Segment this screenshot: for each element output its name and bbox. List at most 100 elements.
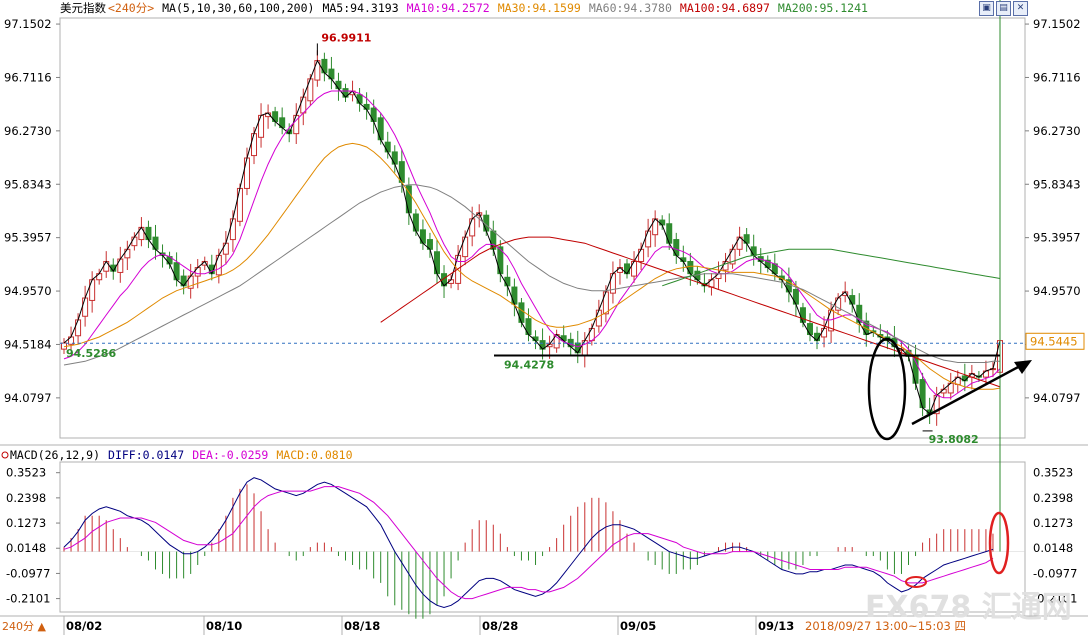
candle-body	[391, 151, 398, 165]
date-label: 09/13	[758, 619, 794, 633]
price-axis: 97.1502 97.1502 96.7116 96.7116 96.2730 96.27…	[4, 17, 1081, 405]
candle-body	[750, 246, 757, 256]
close-icon[interactable]: ✕	[1013, 1, 1028, 16]
candle-body	[229, 218, 236, 241]
price-label-left: 96.2730	[4, 124, 52, 138]
tile-icon[interactable]: ▤	[996, 1, 1011, 16]
candle-body	[806, 323, 813, 336]
ma5-line	[63, 59, 1001, 415]
candle-body	[222, 242, 229, 255]
macd-dea: DEA:-0.0259	[192, 448, 269, 462]
ma60-line	[63, 184, 1000, 366]
price-label-left: 94.0797	[4, 391, 52, 405]
macd-label-right: 0.1273	[1033, 516, 1073, 530]
ma-value-ma200: MA200:95.1241	[777, 1, 868, 15]
candle-body	[215, 254, 222, 276]
date-label: 08/18	[344, 619, 380, 633]
macd-label-left: 0.0148	[6, 541, 46, 555]
price-label-right: 95.3957	[1033, 231, 1081, 245]
current-price-box	[1025, 332, 1085, 350]
macd-histogram	[60, 0, 1025, 619]
start-price-label: 94.5286	[66, 347, 116, 360]
ma-value-ma5: MA5:94.3193	[322, 1, 399, 15]
price-label-right: 95.8343	[1033, 177, 1081, 191]
price-label-left: 94.9570	[4, 284, 52, 298]
date-label: 08/10	[206, 619, 242, 633]
annotations: 94.5286 96.9911 94.4278 93.8082 94.5445	[1, 31, 1085, 588]
candle-body	[82, 297, 89, 317]
date-label: 08/28	[482, 619, 518, 633]
candle-body	[616, 267, 623, 273]
window-buttons: ▣ ▤ ✕	[979, 1, 1028, 16]
ma-legend: 美元指数 <240分> MA(5,10,30,60,100,200) MA5:94.3…	[60, 0, 884, 16]
candle-body	[518, 302, 525, 323]
ma-value-ma60: MA60:94.3780	[588, 1, 672, 15]
macd-label-right: 0.2398	[1033, 491, 1073, 505]
candle-body	[645, 230, 652, 248]
candle-body	[715, 273, 722, 280]
ma10-line	[63, 90, 1001, 399]
price-label-right: 97.1502	[1033, 17, 1081, 31]
high-price-label: 96.9911	[321, 31, 371, 44]
macd-axis: 0.3523 0.3523 0.2398 0.2398 0.1273 0.1273 0.01…	[6, 466, 1077, 606]
macd-label-left: 0.1273	[6, 516, 46, 530]
current-price-label: 94.5445	[1030, 334, 1078, 348]
candle-body	[919, 379, 926, 409]
footer-time: 2018/09/27 13:00~15:03 四	[805, 619, 966, 633]
candle-body	[849, 295, 856, 305]
candle-body	[412, 213, 419, 232]
price-label-right: 96.7116	[1033, 70, 1081, 84]
candle-body	[912, 354, 919, 384]
candle-body	[321, 58, 328, 74]
macd-lines	[63, 477, 994, 609]
candle-body	[356, 94, 363, 104]
candle-body	[419, 229, 426, 244]
candle-body	[638, 248, 645, 262]
candle-body	[363, 103, 370, 110]
ma-label: MA(5,10,30,60,100,200)	[162, 1, 315, 15]
restore-icon[interactable]: ▣	[979, 1, 994, 16]
macd-legend: MACD(26,12,9) DIFF:0.0147 DEA:-0.0259 MACD:…	[10, 447, 361, 463]
macd-label-left: -0.0977	[6, 566, 50, 580]
price-label-right: 96.2730	[1033, 124, 1081, 138]
ma100-line	[380, 236, 1001, 388]
date-label: 09/05	[620, 619, 656, 633]
date-label: 08/02	[66, 619, 102, 633]
candle-body	[504, 276, 511, 287]
ma-value-ma10: MA10:94.2572	[406, 1, 490, 15]
ma200-line	[662, 248, 1001, 287]
diff-line	[63, 477, 994, 609]
price-panel-border	[59, 17, 1026, 439]
candle-body	[131, 236, 138, 247]
candle-body	[687, 260, 694, 275]
candle-body	[433, 251, 440, 275]
candle-body	[124, 248, 131, 259]
low-price-label: 93.8082	[929, 433, 979, 446]
candle-body	[511, 286, 518, 305]
price-label-left: 95.3957	[4, 231, 52, 245]
candle-body	[173, 262, 180, 281]
candle-body	[560, 335, 567, 342]
watermark: FX678 汇通网	[865, 590, 1072, 625]
price-label-left: 97.1502	[4, 17, 52, 31]
dea-line	[63, 486, 994, 600]
period-button[interactable]: 240分 ▲	[2, 620, 46, 633]
price-label-right: 94.9570	[1033, 284, 1081, 298]
macd-diff: DIFF:0.0147	[108, 448, 185, 462]
symbol-label: 美元指数	[60, 1, 106, 15]
ma-value-ma100: MA100:94.6897	[679, 1, 770, 15]
candle-body	[236, 187, 243, 222]
candle-body	[370, 107, 377, 122]
macd-label-right: -0.0977	[1033, 566, 1077, 580]
macd-params: MACD(26,12,9)	[10, 448, 101, 462]
macd-label-left: 0.3523	[6, 466, 46, 480]
candle-body	[194, 267, 201, 277]
candle-body	[251, 133, 258, 157]
macd-label-right: -0.2101	[1033, 592, 1077, 606]
candle-body	[469, 218, 476, 237]
candle-body	[243, 157, 250, 189]
chart-frame	[0, 17, 1088, 617]
macd-settings-icon	[1, 451, 9, 459]
price-label-left: 94.5184	[4, 337, 52, 351]
